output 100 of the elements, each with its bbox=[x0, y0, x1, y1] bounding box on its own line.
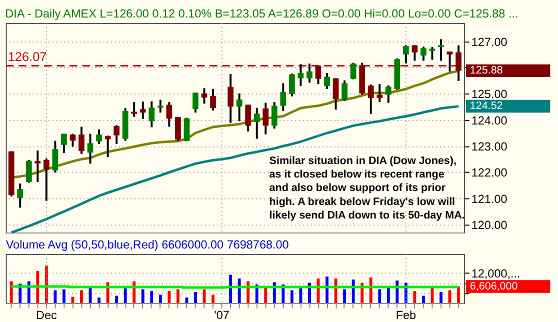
bar bbox=[212, 294, 214, 303]
bar bbox=[150, 291, 154, 303]
candlestick bbox=[140, 100, 146, 120]
bar bbox=[369, 278, 372, 303]
bar bbox=[396, 280, 399, 303]
candlestick bbox=[245, 104, 252, 132]
bar bbox=[360, 282, 364, 303]
candlestick bbox=[166, 101, 172, 128]
candlestick bbox=[262, 102, 269, 136]
bar bbox=[80, 290, 83, 303]
candlestick bbox=[61, 132, 67, 154]
candlestick bbox=[376, 83, 383, 104]
bar bbox=[158, 294, 162, 303]
bar bbox=[272, 282, 276, 303]
bar bbox=[132, 281, 136, 303]
bar bbox=[378, 289, 382, 303]
candlestick bbox=[368, 84, 374, 115]
candlestick bbox=[34, 150, 41, 183]
candlestick bbox=[271, 101, 278, 130]
candlestick bbox=[43, 157, 50, 202]
candlestick bbox=[324, 72, 330, 90]
candlestick bbox=[298, 63, 304, 88]
bar bbox=[194, 292, 197, 303]
ref-line-label: 126.07 bbox=[8, 48, 47, 64]
candlestick bbox=[402, 44, 409, 64]
candlestick bbox=[87, 132, 94, 165]
bar bbox=[176, 289, 180, 303]
candlestick bbox=[420, 46, 426, 62]
candlestick bbox=[350, 62, 356, 80]
bar bbox=[413, 291, 416, 303]
y-tick-label: 121.00 bbox=[471, 192, 508, 206]
candlestick bbox=[289, 72, 295, 98]
candlestick bbox=[228, 73, 234, 124]
x-tick-label: Feb bbox=[396, 309, 417, 322]
bar bbox=[98, 298, 101, 303]
bar bbox=[229, 274, 232, 303]
bar bbox=[308, 282, 311, 303]
candlestick bbox=[96, 128, 102, 145]
bar bbox=[334, 278, 338, 303]
bar bbox=[386, 286, 390, 303]
text: 125.88 bbox=[470, 64, 503, 77]
candlestick bbox=[175, 116, 181, 142]
candlestick bbox=[114, 124, 120, 145]
bar bbox=[168, 291, 171, 303]
y-tick-label: 127.00 bbox=[471, 36, 508, 49]
candlestick bbox=[332, 77, 339, 111]
candlestick bbox=[104, 134, 111, 158]
candlestick bbox=[446, 50, 453, 72]
candlestick bbox=[192, 92, 198, 114]
bar bbox=[352, 280, 355, 303]
candlestick bbox=[131, 101, 138, 118]
y-tick-label: 125.00 bbox=[471, 88, 508, 102]
candlestick bbox=[412, 44, 418, 62]
x-tick-label: '07 bbox=[214, 309, 230, 322]
bar bbox=[290, 290, 294, 303]
candlestick bbox=[70, 132, 76, 148]
bar bbox=[141, 289, 144, 303]
candlestick bbox=[201, 87, 208, 105]
y-tick-label: 12,000,... bbox=[471, 267, 520, 280]
candlestick bbox=[148, 100, 155, 128]
bar bbox=[115, 296, 118, 303]
chart-title: Volume Avg (50,50,blue,Red) 6606000.00 7698768.00 bbox=[6, 238, 290, 252]
y-tick-label: 123.00 bbox=[471, 140, 508, 154]
data-label: 124.52 bbox=[470, 100, 503, 112]
x-tick-label: Dec bbox=[36, 309, 57, 322]
candlestick bbox=[210, 88, 216, 112]
y-tick-label: 120.00 bbox=[471, 219, 508, 232]
bar bbox=[106, 282, 110, 303]
bar bbox=[36, 271, 40, 303]
candlestick bbox=[385, 84, 392, 104]
candlestick bbox=[280, 82, 286, 112]
candlestick bbox=[236, 92, 242, 122]
bar bbox=[10, 281, 13, 303]
candlestick bbox=[78, 126, 84, 155]
bar bbox=[124, 288, 127, 303]
bar bbox=[343, 289, 346, 303]
candlestick bbox=[184, 116, 190, 142]
candlestick bbox=[306, 62, 312, 84]
y-tick-label: 122.00 bbox=[471, 166, 508, 180]
bar bbox=[422, 296, 425, 303]
candlestick bbox=[456, 44, 462, 82]
bar bbox=[326, 276, 328, 303]
candlestick bbox=[26, 159, 32, 184]
data-label: 6,606,000 bbox=[470, 280, 518, 292]
bar bbox=[246, 281, 250, 303]
candlestick bbox=[429, 46, 436, 61]
bar bbox=[299, 288, 302, 303]
bar bbox=[457, 286, 460, 303]
candlestick bbox=[52, 140, 58, 174]
bar bbox=[62, 289, 66, 303]
chart-title: DIA - Daily AMEX L=126.00 0.12 0.10% B=123.05 A=126.89 O=0.00 Hi=0.00 Lo=0.00 C=125.88 ... bbox=[5, 8, 518, 21]
candlestick bbox=[17, 182, 24, 209]
bar bbox=[27, 281, 30, 303]
bar bbox=[264, 288, 268, 303]
y-tick-label: 124.00 bbox=[471, 114, 508, 128]
candlestick bbox=[315, 64, 322, 86]
bar bbox=[54, 290, 57, 303]
candlestick bbox=[254, 106, 260, 140]
candlestick bbox=[342, 79, 348, 102]
bar bbox=[238, 278, 241, 303]
